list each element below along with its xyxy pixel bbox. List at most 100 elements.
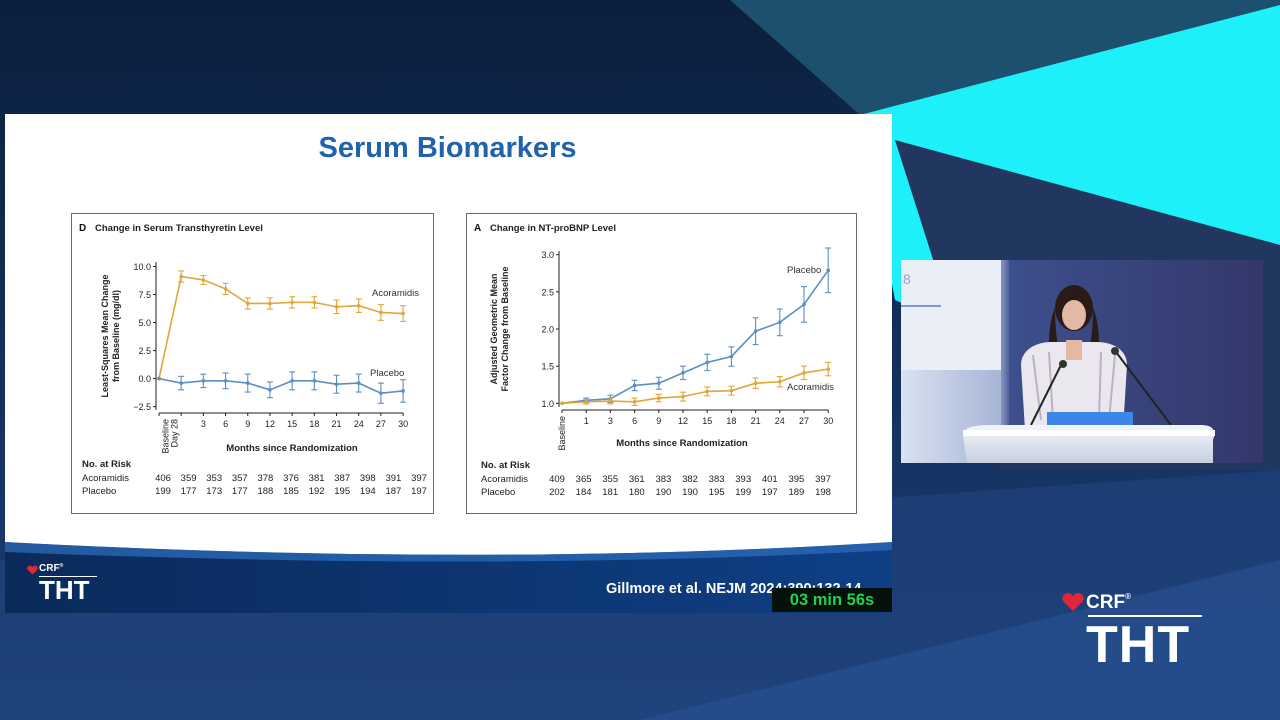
y-tick-label: 2.5 xyxy=(138,346,151,356)
series-label: Acoramidis xyxy=(787,382,834,393)
data-point xyxy=(608,399,613,403)
data-point xyxy=(290,300,294,305)
data-point xyxy=(632,383,637,388)
x-tick-label: 12 xyxy=(678,416,688,426)
data-point xyxy=(401,389,405,393)
y-tick-label: 2.5 xyxy=(541,287,554,297)
x-tick-label: 24 xyxy=(775,416,785,426)
slide-logo-crf: CRF® xyxy=(39,563,64,574)
slide-logo: CRF® THT xyxy=(27,563,107,605)
data-point xyxy=(802,302,806,307)
risk-cell: 355 xyxy=(602,474,618,485)
risk-cell: 382 xyxy=(682,474,698,485)
data-point xyxy=(312,379,317,383)
risk-table-heading: No. at Risk xyxy=(481,460,531,471)
data-point xyxy=(201,278,206,282)
data-point xyxy=(778,379,782,384)
y-tick-label: 5.0 xyxy=(138,318,151,328)
y-axis-label: Adjusted Geometric Mean xyxy=(489,273,499,384)
risk-cell: 184 xyxy=(576,487,592,498)
data-point xyxy=(584,400,588,404)
y-tick-label: 10.0 xyxy=(133,262,151,272)
brand-crf: CRF® xyxy=(1086,592,1131,613)
risk-cell: 180 xyxy=(629,487,645,498)
risk-cell: 185 xyxy=(283,486,299,497)
risk-cell: 181 xyxy=(602,487,618,498)
data-point xyxy=(290,379,294,383)
data-point xyxy=(729,388,734,393)
data-point xyxy=(334,305,339,309)
y-axis-label: Least-Squares Mean Change xyxy=(100,274,110,397)
y-tick-label: 3.0 xyxy=(541,250,554,260)
x-tick-label: Baseline xyxy=(557,416,567,451)
risk-cell: 391 xyxy=(385,473,401,484)
risk-cell: 197 xyxy=(411,486,427,497)
risk-cell: 383 xyxy=(709,474,725,485)
series-label: Acoramidis xyxy=(372,288,419,299)
data-point xyxy=(681,371,685,375)
data-point xyxy=(826,268,830,273)
y-tick-label: 1.5 xyxy=(541,362,554,372)
heart-icon xyxy=(27,565,38,575)
risk-cell: 393 xyxy=(735,474,751,485)
chart-title: Change in Serum Transthyretin Level xyxy=(95,223,263,234)
risk-cell: 409 xyxy=(549,474,565,485)
x-tick-label: 3 xyxy=(608,416,613,426)
risk-cell: 395 xyxy=(788,474,804,485)
x-tick-label: 12 xyxy=(265,419,275,429)
data-point xyxy=(356,303,361,308)
series-label: Placebo xyxy=(370,368,404,379)
risk-cell: 202 xyxy=(549,487,565,498)
brand-divider xyxy=(1088,615,1202,617)
y-tick-label: −2.5 xyxy=(133,402,151,412)
series-label: Placebo xyxy=(787,265,821,276)
data-point xyxy=(705,389,709,394)
risk-cell: 383 xyxy=(655,474,671,485)
risk-cell: 398 xyxy=(360,473,376,484)
risk-cell: 194 xyxy=(360,486,376,497)
x-axis-label: Months since Randomization xyxy=(226,443,358,454)
risk-row-name: Acoramidis xyxy=(82,473,129,484)
x-tick-label: 1 xyxy=(584,416,589,426)
brand-tht: THT xyxy=(1086,616,1191,674)
heart-icon xyxy=(1062,593,1084,612)
data-point xyxy=(312,300,317,305)
slide-title: Serum Biomarkers xyxy=(318,132,577,164)
risk-cell: 199 xyxy=(735,487,751,498)
risk-cell: 177 xyxy=(181,486,197,497)
data-point xyxy=(334,382,339,387)
data-point xyxy=(379,310,383,315)
y-tick-label: 2.0 xyxy=(541,325,554,335)
risk-cell: 195 xyxy=(334,486,350,497)
chart-title: Change in NT-proBNP Level xyxy=(490,223,616,234)
risk-row-name: Placebo xyxy=(481,487,515,498)
data-point xyxy=(245,301,250,306)
risk-cell: 198 xyxy=(815,487,831,498)
risk-cell: 173 xyxy=(206,486,222,497)
risk-cell: 397 xyxy=(411,473,427,484)
data-point xyxy=(157,376,161,381)
data-point xyxy=(753,381,758,386)
risk-cell: 361 xyxy=(629,474,645,485)
risk-cell: 381 xyxy=(309,473,325,484)
data-point xyxy=(379,391,383,395)
y-axis-label: Factor Change from Baseline xyxy=(500,266,510,391)
series-line-acoramidis xyxy=(561,368,829,405)
chart-panel-ntprobnp: A Change in NT-proBNP Level 1.0 1.5 2.0 2.5 3.… xyxy=(466,213,857,514)
x-tick-label: 30 xyxy=(398,419,408,429)
data-point xyxy=(268,301,272,306)
x-tick-label: 21 xyxy=(751,416,761,426)
risk-cell: 359 xyxy=(181,473,197,484)
x-tick-label: 18 xyxy=(309,419,319,429)
risk-cell: 187 xyxy=(385,486,401,497)
risk-cell: 387 xyxy=(334,473,350,484)
data-point xyxy=(401,311,405,316)
risk-row-name: Placebo xyxy=(82,486,116,497)
data-point xyxy=(657,381,661,386)
x-tick-label: 6 xyxy=(223,419,228,429)
risk-row-name: Acoramidis xyxy=(481,474,528,485)
risk-cell: 397 xyxy=(815,474,831,485)
x-tick-label: 3 xyxy=(201,419,206,429)
risk-cell: 353 xyxy=(206,473,222,484)
speaker-video: 8 xyxy=(901,260,1263,463)
